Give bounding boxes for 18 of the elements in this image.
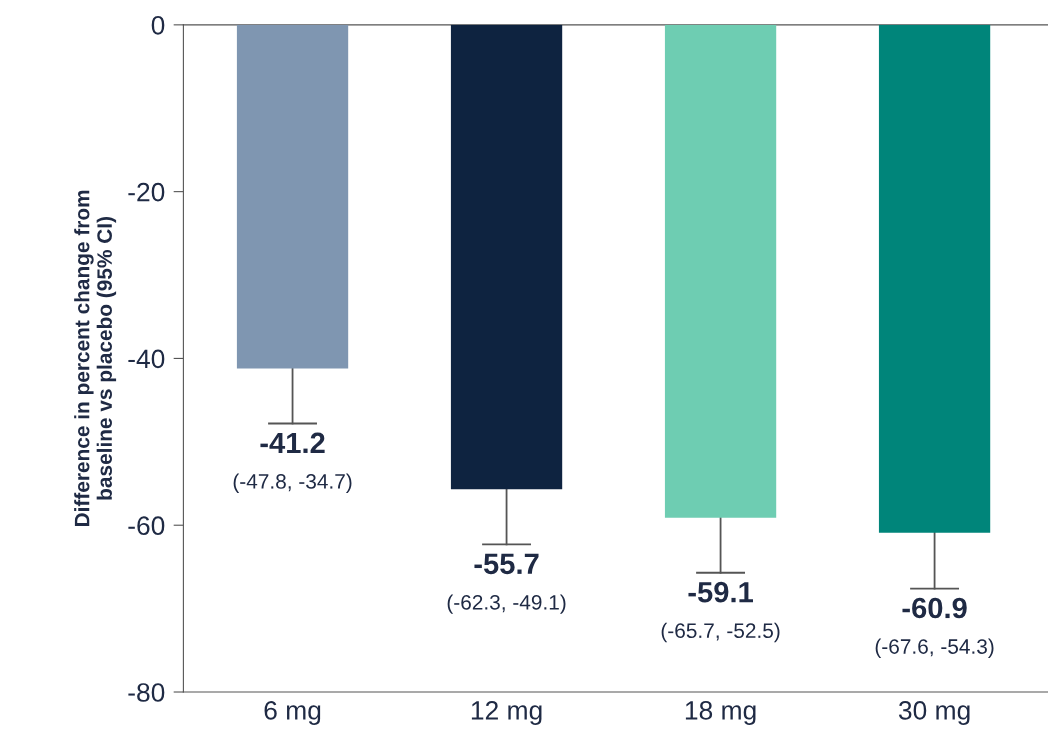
annotation: (-65.7, -52.5) bbox=[661, 622, 780, 643]
y-axis-title: Difference in percent change from baseline vs placebo (95% CI) bbox=[74, 190, 117, 527]
y-tick-label: 0 bbox=[151, 15, 165, 35]
y-tick-label: -20 bbox=[128, 182, 165, 202]
annotation: (-67.6, -54.3) bbox=[875, 638, 994, 659]
annotation: (-62.3, -49.1) bbox=[447, 594, 566, 614]
data-label: -41.2 bbox=[260, 432, 325, 453]
x-tick-label: 18 mg bbox=[685, 701, 756, 725]
data-label: -55.7 bbox=[474, 553, 539, 575]
x-tick-label: 30 mg bbox=[898, 701, 970, 725]
data-label: -59.1 bbox=[688, 581, 753, 603]
data-label: -60.9 bbox=[902, 597, 967, 619]
annotation: (-47.8, -34.7) bbox=[233, 473, 352, 493]
y-tick-label: -80 bbox=[128, 683, 165, 702]
y-tick-label: -40 bbox=[128, 349, 165, 369]
y-tick-label: -60 bbox=[128, 516, 165, 536]
x-tick-label: 12 mg bbox=[471, 701, 542, 725]
x-tick-label: 6 mg bbox=[264, 701, 321, 725]
